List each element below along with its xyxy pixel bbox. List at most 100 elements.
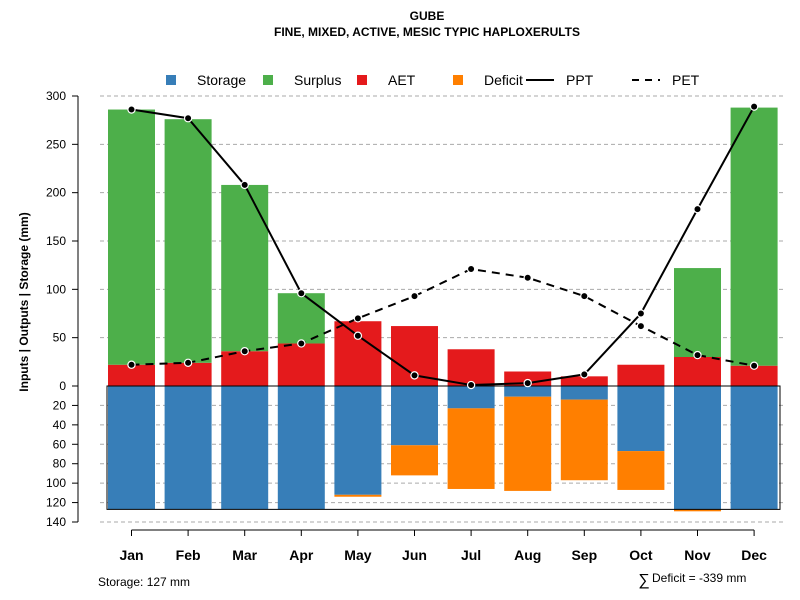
pet-point bbox=[410, 291, 419, 301]
pet-point bbox=[523, 273, 532, 282]
deficit-bar bbox=[391, 445, 438, 476]
aet-bar bbox=[504, 371, 552, 386]
y-tick-label: 200 bbox=[46, 186, 66, 200]
pet-point bbox=[636, 321, 646, 331]
ppt-point bbox=[183, 114, 193, 123]
storage-bar bbox=[617, 386, 665, 452]
deficit-bar bbox=[560, 399, 608, 481]
storage-bar bbox=[504, 386, 552, 397]
deficit-bar bbox=[617, 451, 665, 490]
deficit-bar bbox=[674, 509, 721, 512]
pet-point bbox=[693, 350, 702, 360]
ppt-point bbox=[466, 380, 476, 390]
legend-label: Surplus bbox=[294, 72, 341, 88]
pet-point bbox=[749, 361, 759, 370]
x-tick-label: Aug bbox=[514, 547, 541, 563]
ppt-point bbox=[127, 105, 136, 114]
deficit-bar bbox=[447, 408, 495, 489]
y-tick-label: 150 bbox=[46, 234, 66, 248]
y-tick-label: 60 bbox=[53, 437, 67, 451]
x-tick-label: Jul bbox=[461, 547, 481, 563]
ppt-point bbox=[353, 331, 363, 340]
aet-bar bbox=[560, 376, 608, 386]
storage-bar bbox=[674, 386, 721, 510]
ppt-point bbox=[749, 102, 759, 111]
surplus-bar bbox=[277, 293, 325, 344]
ppt-point bbox=[297, 289, 306, 298]
x-tick-label: Apr bbox=[289, 547, 314, 563]
y-tick-label: 40 bbox=[53, 418, 67, 432]
aet-bar bbox=[617, 364, 665, 386]
aet-bar bbox=[334, 321, 382, 386]
aet-bar bbox=[447, 349, 495, 386]
y-tick-label: 50 bbox=[53, 331, 67, 345]
pet-point bbox=[580, 291, 589, 301]
ppt-point bbox=[636, 309, 646, 318]
gridlines bbox=[100, 95, 785, 523]
chart-title: GUBE bbox=[410, 9, 445, 23]
legend-label: PPT bbox=[566, 72, 594, 88]
ppt-point bbox=[240, 180, 249, 190]
x-tick-label: May bbox=[344, 547, 371, 563]
pet-point bbox=[240, 347, 249, 356]
legend-swatch bbox=[263, 75, 273, 85]
aet-bar bbox=[730, 365, 778, 386]
storage-capacity-box bbox=[106, 385, 781, 510]
x-tick-label: Mar bbox=[232, 547, 257, 563]
x-tick-label: Jan bbox=[119, 547, 143, 563]
y-tick-label: 100 bbox=[46, 476, 66, 490]
storage-bar bbox=[391, 386, 438, 446]
y-tick-label: 120 bbox=[46, 496, 66, 510]
bars bbox=[106, 107, 781, 512]
x-tick-label: Jun bbox=[402, 547, 427, 563]
legend-label: Deficit bbox=[484, 72, 523, 88]
storage-bar bbox=[164, 386, 212, 510]
storage-bar bbox=[221, 386, 269, 510]
legend-swatch bbox=[357, 75, 367, 85]
legend-label: Storage bbox=[197, 72, 246, 88]
storage-bar bbox=[108, 386, 155, 510]
legend-swatch bbox=[166, 75, 176, 85]
pet-point bbox=[127, 360, 136, 369]
y-tick-label: 80 bbox=[53, 457, 67, 471]
ppt-point bbox=[523, 378, 532, 388]
surplus-bar bbox=[674, 268, 721, 357]
storage-annotation: Storage: 127 mm bbox=[98, 575, 190, 589]
y-axis-label: Inputs | Outputs | Storage (mm) bbox=[17, 212, 31, 391]
chart-subtitle: FINE, MIXED, ACTIVE, MESIC TYPIC HAPLOXE… bbox=[274, 25, 580, 39]
ppt-point bbox=[410, 371, 419, 380]
legend-label: AET bbox=[388, 72, 416, 88]
series-lines bbox=[127, 102, 759, 390]
aet-bar bbox=[221, 351, 269, 386]
storage-bar bbox=[334, 386, 382, 495]
x-tick-label: Oct bbox=[629, 547, 653, 563]
storage-bar bbox=[560, 386, 608, 400]
storage-bar bbox=[277, 386, 325, 510]
aet-bar bbox=[164, 362, 212, 386]
storage-bar bbox=[730, 386, 778, 510]
y-tick-label: 300 bbox=[46, 89, 66, 103]
aet-bar bbox=[277, 343, 325, 386]
storage-bar bbox=[447, 386, 495, 409]
aet-bar bbox=[108, 364, 155, 386]
sum-symbol: ∑ bbox=[638, 572, 649, 589]
pet-point bbox=[297, 339, 306, 348]
legend: Storage Surplus AET Deficit PPT PET bbox=[166, 72, 700, 88]
deficit-bar bbox=[504, 396, 552, 491]
legend-label: PET bbox=[672, 72, 700, 88]
ppt-point bbox=[693, 204, 702, 214]
deficit-bar bbox=[334, 494, 382, 497]
ppt-point bbox=[580, 370, 589, 379]
aet-bar bbox=[674, 357, 721, 386]
y-tick-label: 100 bbox=[46, 282, 66, 296]
surplus-bar bbox=[164, 119, 212, 363]
ppt-line bbox=[131, 106, 755, 387]
surplus-bar bbox=[730, 107, 778, 366]
x-tick-label: Dec bbox=[741, 547, 767, 563]
deficit-annotation: Deficit = -339 mm bbox=[652, 571, 746, 585]
x-tick-label: Nov bbox=[684, 547, 711, 563]
y-tick-label: 140 bbox=[46, 515, 66, 529]
axes: 0 50 100 150 200 250 300 20 40 60 80 100 120 140 Jan Fe… bbox=[46, 89, 767, 563]
pet-point bbox=[466, 264, 476, 274]
